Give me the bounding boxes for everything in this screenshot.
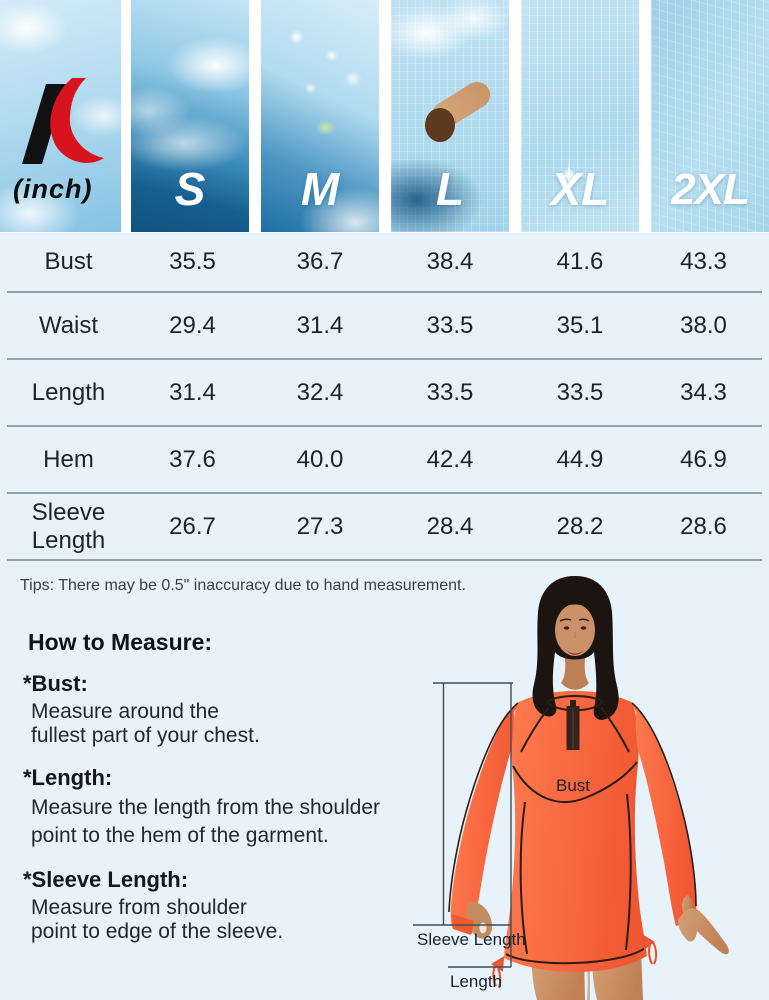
table-row-sleeve-length: Sleeve Length 26.7 27.3 28.4 28.2 28.6 <box>7 494 762 561</box>
size-label-l: L <box>435 163 465 215</box>
cell-value: 29.4 <box>169 311 216 339</box>
howto-sleeve-heading: *Sleeve Length: <box>23 867 189 892</box>
howto-length-line1: Measure the length from the shoulder <box>31 796 381 819</box>
cell-value: 28.4 <box>426 512 474 540</box>
sleeve-piping <box>448 702 697 913</box>
bust-annotation-label: Bust <box>556 776 590 795</box>
model-fringe <box>555 594 595 618</box>
cell-value: 38.4 <box>426 248 474 275</box>
cell-value: 36.7 <box>296 248 344 275</box>
row-label: Bust <box>44 248 93 275</box>
header-photo-col-brand: (inch) <box>0 0 121 232</box>
howto-bust-line1: Measure around the <box>31 700 219 723</box>
model-dress-body <box>504 691 647 972</box>
row-label: Length <box>31 378 106 406</box>
table-row-bust: Bust 35.5 36.7 38.4 41.6 43.3 <box>7 233 762 293</box>
size-table: Bust 35.5 36.7 38.4 41.6 43.3 Waist 29.4… <box>0 233 769 561</box>
table-row-hem: Hem 37.6 40.0 42.4 44.9 46.9 <box>7 427 762 494</box>
cell-value: 28.6 <box>680 512 727 540</box>
cell-value: 31.4 <box>296 311 344 339</box>
model-face <box>555 604 595 656</box>
model-figure: Bust Sleeve Length Length <box>413 576 729 1000</box>
sleeve-length-annotation-label: Sleeve Length <box>417 930 526 949</box>
brand-logo-swoosh <box>50 78 104 163</box>
cell-value: 46.9 <box>680 445 727 473</box>
size-label-xl: XL <box>550 163 610 215</box>
cell-value: 41.6 <box>556 248 604 275</box>
cell-value: 27.3 <box>296 512 344 540</box>
cell-value: 37.6 <box>169 445 216 473</box>
cell-value: 33.5 <box>426 311 474 339</box>
cell-value: 44.9 <box>556 445 604 473</box>
tips-note: Tips: There may be 0.5" inaccuracy due t… <box>20 577 466 594</box>
cell-value: 35.5 <box>169 248 216 275</box>
sun-glare <box>551 158 587 194</box>
cell-value: 34.3 <box>680 378 727 406</box>
howto-sleeve-line1: Measure from shoulder <box>31 896 247 919</box>
swimmer-hair <box>425 108 455 142</box>
cell-value: 38.0 <box>680 311 727 339</box>
unit-label: (inch) <box>13 174 93 204</box>
zip-pull <box>570 700 576 707</box>
cell-value: 42.4 <box>426 445 474 473</box>
header-photo-col-l: L <box>391 0 509 232</box>
cell-value: 26.7 <box>169 512 216 540</box>
model-right-sleeve <box>631 702 697 926</box>
model-left-sleeve <box>450 702 519 934</box>
howto-length-heading: *Length: <box>23 765 113 790</box>
cell-value: 33.5 <box>556 378 604 406</box>
header-photo-col-m: M <box>261 0 379 232</box>
size-label-s: S <box>174 163 206 215</box>
cell-value: 32.4 <box>296 378 344 406</box>
howto-sleeve-line2: point to edge of the sleeve. <box>31 920 284 943</box>
cell-value: 35.1 <box>556 311 604 339</box>
how-to-measure-title: How to Measure: <box>28 629 213 655</box>
model-face-features <box>559 618 590 655</box>
brand-logo <box>22 78 104 164</box>
size-label-2xl: 2XL <box>671 165 750 214</box>
howto-bust-heading: *Bust: <box>23 671 88 696</box>
table-row-waist: Waist 29.4 31.4 33.5 35.1 38.0 <box>7 293 762 360</box>
right-drawstring-bow <box>641 934 658 965</box>
row-label: Waist <box>38 311 99 339</box>
cell-value: 43.3 <box>680 248 727 275</box>
header-photo-col-xl: XL <box>521 0 639 232</box>
header-photo-strip: (inch) S M L XL 2XL <box>0 0 769 233</box>
measurement-lines <box>413 682 513 968</box>
cell-value: 40.0 <box>296 445 344 473</box>
size-label-m: M <box>300 163 340 215</box>
cell-value: 28.2 <box>556 512 604 540</box>
howto-bust-line2: fullest part of your chest. <box>31 724 260 747</box>
length-annotation-label: Length <box>450 972 502 991</box>
row-label: Sleeve Length <box>31 498 106 554</box>
howto-length-line2: point to the hem of the garment. <box>31 824 329 847</box>
model-right-hand <box>678 908 729 955</box>
table-row-length: Length 31.4 32.4 33.5 33.5 34.3 <box>7 360 762 427</box>
header-photo-col-s: S <box>131 0 249 232</box>
row-label: Hem <box>43 445 94 473</box>
cell-value: 31.4 <box>169 378 216 406</box>
cell-value: 33.5 <box>426 378 474 406</box>
header-photo-col-2xl: 2XL <box>651 0 769 232</box>
